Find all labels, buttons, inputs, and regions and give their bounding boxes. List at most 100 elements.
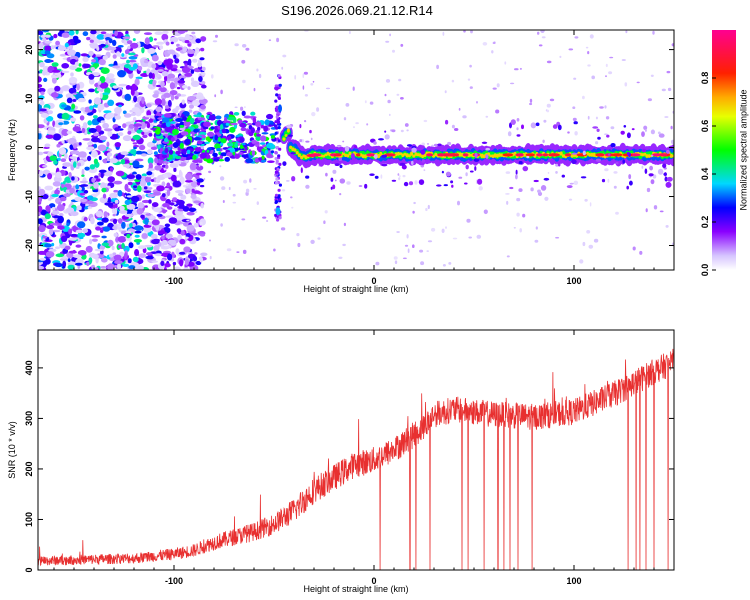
noise-blob (187, 96, 197, 101)
cluster-blob (200, 152, 207, 159)
noise-blob (184, 63, 188, 68)
noise-blob (187, 86, 191, 90)
band-scatter (411, 160, 414, 165)
signal-band (396, 152, 400, 156)
band-scatter (282, 161, 287, 167)
noise-speck (643, 125, 648, 130)
band-scatter (374, 175, 379, 179)
noise-blob (97, 144, 107, 152)
band-scatter (325, 172, 328, 177)
spike-blob (274, 151, 278, 155)
noise-speck (462, 115, 467, 119)
noise-blob (192, 99, 201, 107)
noise-blob (94, 54, 103, 57)
noise-blob (102, 226, 111, 232)
colorbar: 0.0 0.2 0.4 0.6 0.8 Normalized spectral ampl… (700, 30, 748, 276)
noise-speck (586, 230, 591, 234)
noise-blob (113, 254, 122, 261)
noise-blob (187, 36, 193, 40)
noise-blob (142, 134, 148, 139)
noise-speck (413, 201, 416, 205)
noise-blob (82, 56, 89, 63)
signal-peak (525, 153, 535, 157)
noise-blob (133, 239, 142, 243)
noise-blob (115, 170, 125, 177)
noise-blob (61, 85, 69, 91)
colorbar-tick-label: 0.2 (700, 216, 710, 229)
noise-blob (141, 47, 145, 54)
signal-peak (629, 153, 641, 157)
noise-speck (624, 82, 628, 87)
noise-blob (137, 202, 145, 209)
snr-x-axis-label: Height of straight line (km) (303, 584, 408, 594)
noise-blob (74, 61, 79, 67)
noise-blob (87, 195, 94, 201)
spike-blob (274, 108, 279, 112)
cluster-blob (203, 121, 211, 128)
noise-blob (159, 45, 164, 50)
noise-blob (59, 53, 67, 57)
noise-speck (219, 176, 225, 181)
noise-blob (99, 92, 103, 99)
noise-blob (182, 85, 188, 89)
spike-blob (278, 104, 282, 113)
noise-blob (127, 181, 133, 186)
noise-blob (38, 205, 43, 213)
band-scatter (540, 185, 547, 191)
noise-blob (39, 170, 44, 177)
noise-speck (666, 70, 671, 74)
noise-blob (109, 167, 114, 172)
noise-blob (195, 260, 202, 266)
noise-blob (72, 143, 78, 149)
noise-speck (447, 141, 452, 146)
band-scatter (450, 180, 454, 184)
noise-blob (151, 202, 159, 208)
signal-peak (517, 153, 524, 157)
spike-blob (275, 159, 279, 163)
chart-title: S196.2026.069.21.12.R14 (281, 3, 433, 18)
noise-blob (67, 264, 75, 270)
noise-blob (118, 83, 128, 87)
noise-speck (632, 246, 636, 251)
noise-speck (535, 226, 538, 230)
signal-band (379, 151, 383, 157)
noise-speck (342, 243, 346, 247)
signal-band (467, 152, 471, 158)
band-scatter (441, 170, 444, 174)
signal-band (300, 155, 304, 160)
noise-speck (639, 250, 643, 255)
noise-blob (189, 162, 197, 171)
noise-blob (67, 258, 71, 262)
noise-speck (491, 50, 494, 54)
noise-speck (406, 234, 409, 239)
noise-speck (234, 43, 239, 47)
cluster-blob (175, 118, 184, 122)
cluster-blob (150, 146, 158, 150)
band-scatter (454, 128, 459, 131)
noise-blob (100, 182, 107, 190)
noise-speck (537, 189, 541, 193)
noise-speck (555, 236, 560, 239)
noise-blob (93, 115, 98, 119)
y-tick-label: 0 (24, 567, 34, 572)
noise-speck (671, 43, 674, 47)
cluster-blob (267, 160, 275, 163)
noise-blob (141, 199, 150, 204)
noise-speck (228, 186, 231, 191)
noise-blob (114, 106, 122, 114)
noise-speck (568, 198, 573, 201)
noise-blob (38, 186, 41, 190)
spike-blob (277, 74, 281, 78)
noise-blob (152, 191, 162, 196)
cluster-blob (258, 157, 263, 161)
signal-peak (426, 153, 434, 157)
spike-blob (277, 154, 281, 158)
noise-blob (175, 105, 180, 111)
noise-speck (542, 139, 545, 143)
noise-blob (88, 50, 94, 56)
noise-blob (177, 208, 185, 212)
noise-blob (117, 223, 122, 227)
noise-blob (46, 53, 55, 59)
band-scatter (286, 124, 292, 129)
noise-blob (77, 232, 86, 238)
